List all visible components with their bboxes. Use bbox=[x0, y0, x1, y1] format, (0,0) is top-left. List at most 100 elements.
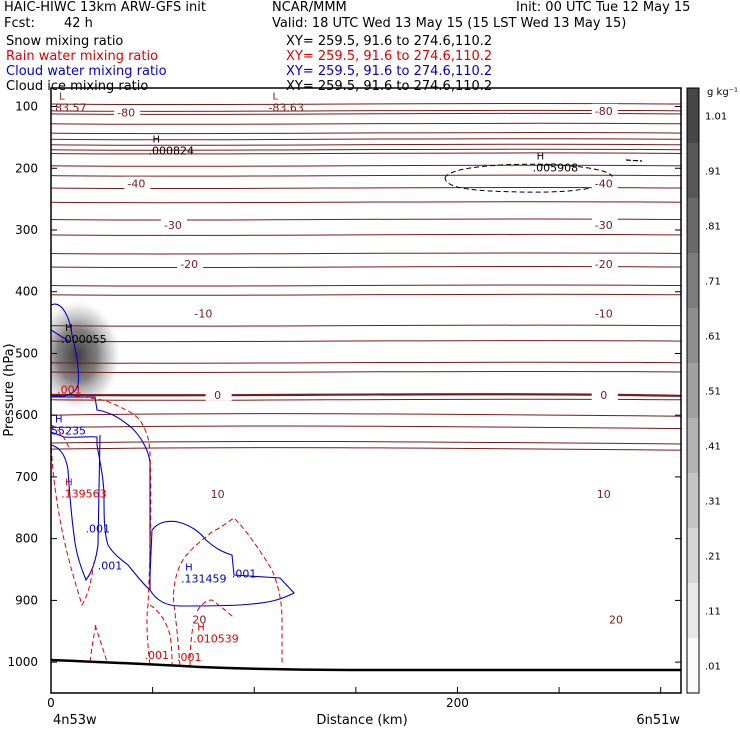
colorbar-label: .71 bbox=[705, 277, 721, 288]
y-tick-label: 200 bbox=[15, 161, 38, 175]
extremum-type: H bbox=[55, 414, 63, 425]
plot-frame bbox=[50, 87, 682, 694]
colorbar-label: .91 bbox=[705, 167, 721, 178]
x-tick-label: 0 bbox=[47, 696, 55, 710]
field-name-snow: Snow mixing ratio bbox=[6, 34, 124, 49]
temperature-label: -80 bbox=[595, 105, 613, 118]
extremum-type: H bbox=[153, 135, 161, 146]
temperature-line bbox=[51, 413, 681, 417]
colorbar-bin bbox=[687, 473, 699, 528]
temperature-line bbox=[51, 218, 681, 221]
colorbar-bin bbox=[687, 253, 699, 308]
contour-label: .001 bbox=[144, 649, 169, 662]
y-tick-label: 900 bbox=[15, 593, 38, 607]
colorbar-label: .61 bbox=[705, 332, 721, 343]
temperature-line bbox=[51, 447, 681, 451]
extremum-type: L bbox=[272, 91, 278, 102]
temperature-line bbox=[51, 174, 681, 177]
colorbar-bin bbox=[687, 528, 699, 583]
temperature-label-background bbox=[191, 306, 218, 320]
y-tick-label: 400 bbox=[15, 285, 38, 299]
y-tick-label: 700 bbox=[15, 470, 38, 484]
temperature-line bbox=[51, 112, 681, 116]
cloud-water-contour-upper bbox=[51, 303, 80, 397]
temperature-label: 10 bbox=[211, 488, 225, 501]
colorbar-label: .01 bbox=[705, 662, 721, 673]
x-start-label: 4n53w bbox=[53, 713, 97, 728]
x-tick-label: 200 bbox=[446, 696, 469, 710]
colorbar-bin bbox=[687, 88, 699, 143]
temperature-label: 0 bbox=[600, 389, 607, 402]
zero-degree-line bbox=[51, 393, 681, 397]
colorbar-label: .21 bbox=[705, 552, 721, 563]
temperature-label: -30 bbox=[164, 219, 182, 232]
rain-contour-main bbox=[51, 394, 152, 666]
colorbar-label: .31 bbox=[705, 497, 721, 508]
y-axis-label: Pressure (hPa) bbox=[2, 343, 17, 436]
fcst-value: 42 h bbox=[64, 16, 93, 31]
contour-label: .001 bbox=[98, 560, 123, 573]
field-xy-snow: XY= 259.5, 91.6 to 274.6,110.2 bbox=[286, 34, 493, 49]
colorbar: .01 .11 .21 .31 .41 .51 .61 .71 .81 .91 1.01 bbox=[686, 87, 727, 694]
field-xy-rain: XY= 259.5, 91.6 to 274.6,110.2 bbox=[286, 49, 493, 64]
colorbar-bin bbox=[687, 363, 699, 418]
temperature-label: 20 bbox=[609, 614, 623, 627]
temperature-line bbox=[51, 233, 681, 237]
temperature-label-background bbox=[187, 612, 214, 626]
field-xy-cloud-water: XY= 259.5, 91.6 to 274.6,110.2 bbox=[286, 64, 493, 79]
temperature-line bbox=[51, 324, 681, 327]
colorbar-bin bbox=[687, 143, 699, 198]
x-axis-label: Distance (km) bbox=[316, 713, 407, 728]
temperature-label: -80 bbox=[117, 107, 135, 120]
extremum-value: .139563 bbox=[61, 487, 106, 500]
contour-label: .001 bbox=[86, 522, 111, 535]
temperature-line bbox=[51, 148, 681, 151]
extremum-type: H bbox=[65, 323, 73, 334]
colorbar-label: .41 bbox=[705, 442, 721, 453]
cloud-water-contour-upper-inner bbox=[51, 329, 71, 343]
valid-label: Valid: 18 UTC Wed 13 May 15 (15 LST Wed … bbox=[272, 16, 627, 31]
temperature-line bbox=[51, 152, 681, 155]
model-title: HAIC-HIWC 13km ARW-GFS init bbox=[4, 0, 206, 15]
temperature-line bbox=[51, 109, 681, 112]
contour-label: .001 bbox=[232, 568, 257, 581]
y-tick-label: 500 bbox=[15, 346, 38, 360]
temperature-label-background bbox=[114, 105, 141, 119]
y-tick-label: 100 bbox=[15, 100, 38, 114]
extremum-type: H bbox=[65, 477, 73, 488]
temperature-line bbox=[51, 143, 681, 146]
extremum-type: L bbox=[59, 91, 65, 102]
temperature-line bbox=[51, 398, 681, 401]
field-xy-cloud-ice: XY= 259.5, 91.6 to 274.6,110.2 bbox=[286, 79, 493, 94]
temperature-line bbox=[51, 284, 681, 287]
field-name-cloud-ice: Cloud ice mixing ratio bbox=[6, 79, 149, 94]
colorbar-bin bbox=[687, 198, 699, 253]
temperature-line bbox=[51, 201, 681, 204]
temperature-line bbox=[51, 102, 681, 106]
temperature-label-background bbox=[591, 306, 618, 320]
temperature-line bbox=[51, 440, 681, 445]
extremum-value: .010539 bbox=[193, 632, 239, 645]
temperature-label: -40 bbox=[127, 178, 145, 191]
temperature-label: -20 bbox=[595, 258, 613, 271]
temperature-line bbox=[51, 340, 681, 343]
rain-contour-right bbox=[173, 517, 283, 667]
temperature-label: 20 bbox=[192, 614, 206, 627]
extremum-value: .000824 bbox=[149, 145, 195, 158]
extremum-value: .005908 bbox=[533, 161, 579, 174]
colorbar-label: .11 bbox=[705, 607, 721, 618]
temperature-label-background bbox=[124, 176, 151, 190]
temperature-label: -40 bbox=[595, 178, 613, 191]
temperature-label: -30 bbox=[595, 219, 613, 232]
colorbar-label: 1.01 bbox=[705, 112, 727, 123]
colorbar-bin bbox=[687, 638, 699, 693]
contour-label: .001 bbox=[57, 384, 81, 397]
temperature-label: 10 bbox=[597, 488, 611, 501]
temperature-label-background bbox=[205, 387, 232, 401]
cloud-water-contour-lower bbox=[51, 434, 101, 582]
temperature-line bbox=[51, 122, 681, 125]
temperature-label: 0 bbox=[214, 389, 221, 402]
temperature-line bbox=[51, 361, 681, 364]
terrain-surface bbox=[51, 658, 681, 672]
